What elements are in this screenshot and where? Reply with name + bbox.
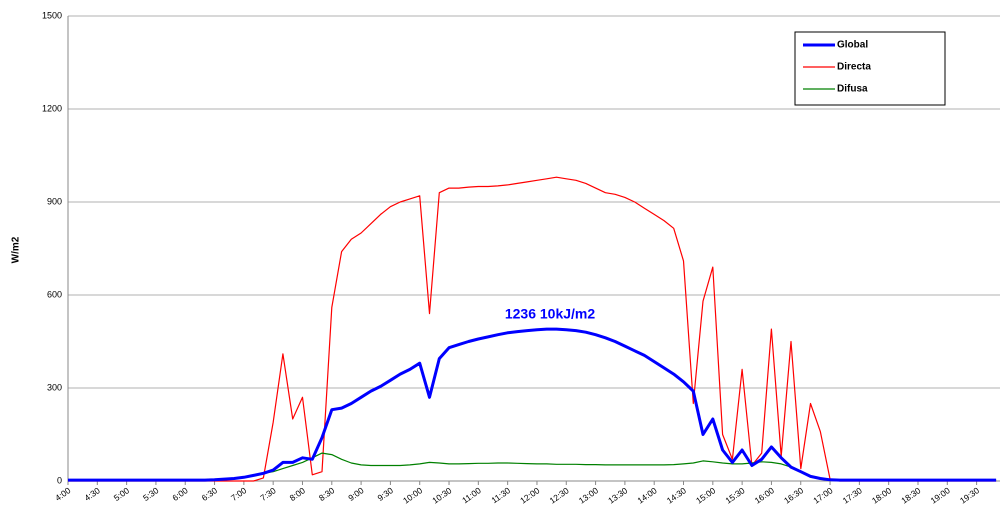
legend-label: Difusa xyxy=(837,84,868,95)
x-tick-label: 7:00 xyxy=(229,485,249,503)
legend-label: Global xyxy=(837,40,868,51)
x-tick-label: 5:00 xyxy=(112,485,132,503)
x-tick-label: 12:30 xyxy=(548,485,571,506)
y-tick-label: 0 xyxy=(57,475,62,485)
x-tick-label: 7:30 xyxy=(258,485,278,503)
x-tick-label: 5:30 xyxy=(141,485,161,503)
x-tick-label: 10:30 xyxy=(430,485,453,506)
x-tick-label: 18:00 xyxy=(870,485,893,506)
x-tick-label: 16:00 xyxy=(753,485,776,506)
y-axis-label: W/m2 xyxy=(11,236,22,263)
x-tick-label: 13:30 xyxy=(606,485,629,506)
series-line xyxy=(68,452,997,481)
x-tick-label: 19:30 xyxy=(958,485,981,506)
x-tick-label: 10:00 xyxy=(401,485,424,506)
x-tick-label: 15:30 xyxy=(723,485,746,506)
x-tick-label: 9:30 xyxy=(376,485,396,503)
x-tick-label: 19:00 xyxy=(929,485,952,506)
x-tick-label: 4:00 xyxy=(53,485,73,503)
x-tick-label: 12:00 xyxy=(518,485,541,506)
x-tick-label: 4:30 xyxy=(82,485,102,503)
x-tick-label: 8:00 xyxy=(288,485,308,503)
x-tick-label: 11:30 xyxy=(489,485,512,505)
y-tick-label: 300 xyxy=(47,382,62,392)
annotation: 1236 10kJ/m2 xyxy=(505,306,596,322)
x-tick-label: 8:30 xyxy=(317,485,337,503)
x-tick-label: 18:30 xyxy=(899,485,922,506)
series-line xyxy=(68,327,997,482)
x-tick-label: 6:30 xyxy=(200,485,220,503)
x-tick-label: 14:00 xyxy=(635,485,658,506)
x-tick-label: 17:30 xyxy=(841,485,864,506)
y-tick-label: 1500 xyxy=(42,10,62,20)
x-tick-label: 11:00 xyxy=(460,485,483,505)
x-tick-label: 14:30 xyxy=(665,485,688,506)
x-tick-label: 9:00 xyxy=(346,485,366,503)
legend-label: Directa xyxy=(837,62,871,73)
x-tick-label: 16:30 xyxy=(782,485,805,506)
x-tick-label: 13:00 xyxy=(577,485,600,506)
y-tick-label: 900 xyxy=(47,196,62,206)
x-tick-label: 17:00 xyxy=(811,485,834,506)
y-tick-label: 1200 xyxy=(42,103,62,113)
x-tick-label: 15:00 xyxy=(694,485,717,506)
y-tick-label: 600 xyxy=(47,289,62,299)
x-tick-label: 6:00 xyxy=(170,485,190,503)
